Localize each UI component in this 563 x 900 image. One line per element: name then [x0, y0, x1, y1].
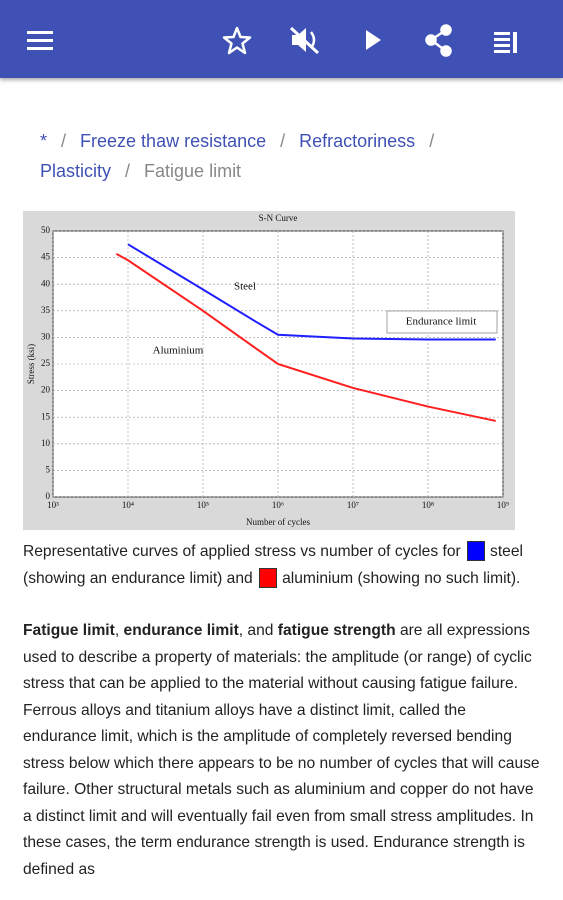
breadcrumb-link[interactable]: Freeze thaw resistance [80, 131, 267, 151]
breadcrumb-link[interactable]: Plasticity [40, 161, 112, 181]
x-tick-label: 10⁴ [122, 500, 134, 510]
mute-button[interactable] [289, 26, 320, 55]
toolbar-icons [27, 24, 517, 57]
bold-term: Fatigue limit [23, 622, 115, 639]
current-page: Fatigue limit [144, 161, 242, 181]
y-axis-label: Stress (ksi) [26, 344, 36, 384]
y-tick-label: 25 [41, 358, 51, 368]
caption-text: steel (showing an endurance limit) and [23, 543, 523, 587]
y-tick-label: 5 [46, 464, 51, 474]
star-button[interactable] [222, 26, 252, 55]
x-tick-label: 10⁷ [347, 500, 359, 510]
y-tick-label: 20 [41, 385, 51, 395]
bold-term: fatigue strength [277, 622, 396, 639]
y-tick-label: 45 [41, 252, 51, 262]
breadcrumbs: * / Freeze thaw resistance / Refractoriness /… [40, 126, 540, 186]
toolbar [0, 0, 563, 78]
breadcrumb-separator: / [61, 131, 67, 151]
x-tick-label: 10⁵ [197, 500, 209, 510]
y-tick-label: 30 [41, 331, 51, 341]
y-tick-label: 50 [41, 225, 51, 235]
paragraph-text: , [114, 622, 124, 639]
annotation: Aluminium [153, 345, 204, 357]
paragraph-text: are all expressions used to describe a p… [23, 622, 540, 878]
play-button[interactable] [366, 30, 381, 50]
y-tick-label: 0 [46, 491, 51, 501]
breadcrumb-separator: / [429, 131, 435, 151]
series-line [115, 252, 496, 422]
share-button[interactable] [425, 24, 452, 57]
caption-text: aluminium (showing no such limit). [282, 570, 521, 587]
menu-button[interactable] [27, 31, 53, 50]
contents-button[interactable] [494, 32, 517, 53]
x-tick-label: 10⁹ [497, 500, 509, 510]
chart-title: S-N Curve [259, 213, 298, 223]
steel-swatch [467, 541, 486, 561]
annotation-box [386, 310, 498, 334]
paragraph-text: , and [238, 622, 278, 639]
breadcrumb-link[interactable]: * [40, 131, 48, 151]
breadcrumb-separator: / [280, 131, 286, 151]
bold-term: endurance limit [123, 622, 239, 639]
caption-text: Representative curves of applied stress … [23, 543, 461, 560]
x-axis-label: Number of cycles [246, 517, 310, 527]
y-tick-label: 15 [41, 411, 51, 421]
breadcrumb-separator: / [125, 161, 131, 181]
y-tick-label: 40 [41, 278, 51, 288]
chart-figure: S-N Curve Number of cycles Stress (ksi) … [23, 211, 515, 530]
x-tick-label: 10³ [47, 500, 59, 510]
annotation: Endurance limit [406, 316, 477, 328]
article: Fatigue limit, endurance limit, and fati… [23, 618, 543, 883]
aluminium-swatch [259, 568, 278, 588]
series-line [127, 243, 496, 341]
breadcrumb-link[interactable]: Refractoriness [299, 131, 416, 151]
x-tick-label: 10⁸ [422, 500, 434, 510]
annotation: Steel [234, 281, 256, 293]
caption: Representative curves of applied stress … [23, 538, 543, 592]
y-tick-label: 35 [41, 305, 51, 315]
x-tick-label: 10⁶ [272, 500, 284, 510]
y-tick-label: 10 [41, 438, 51, 448]
